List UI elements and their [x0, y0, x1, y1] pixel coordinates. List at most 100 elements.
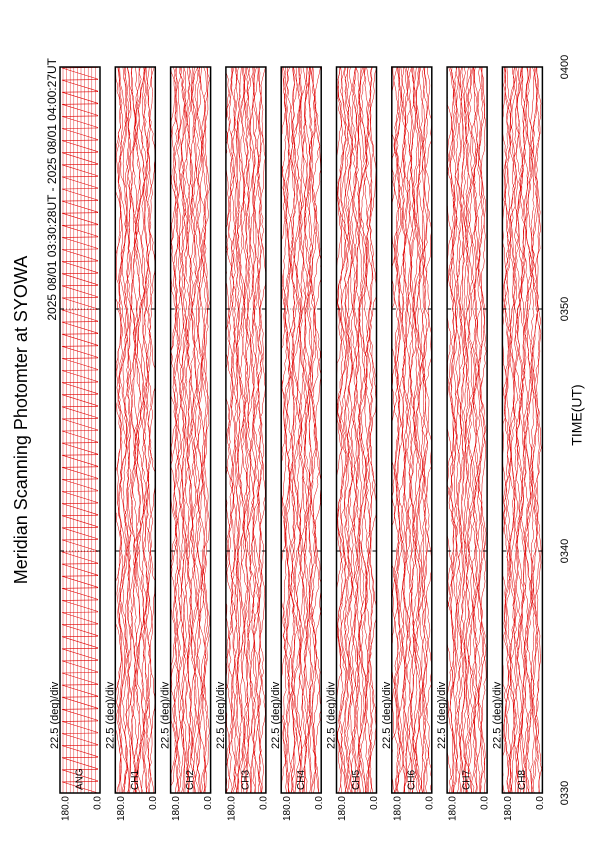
panel-frame	[391, 66, 433, 794]
trace	[240, 67, 249, 793]
panel-scale: 22.5 (deg)/div	[160, 681, 172, 749]
trace	[404, 67, 413, 793]
trace	[393, 67, 401, 793]
trace	[287, 67, 296, 793]
trace	[477, 67, 484, 793]
trace	[176, 67, 185, 793]
y-tick-label: 0.0	[424, 796, 435, 810]
trace	[453, 67, 462, 793]
traces	[281, 67, 322, 793]
y-tick-label: 180.0	[337, 796, 348, 821]
trace	[417, 67, 426, 793]
trace	[459, 67, 466, 793]
panel-scale: 22.5 (deg)/div	[104, 681, 116, 749]
trace	[233, 67, 239, 793]
panel-frame	[114, 66, 157, 794]
panel-name: CH1	[130, 770, 141, 790]
trace	[242, 67, 249, 793]
trace	[474, 67, 483, 793]
trace	[257, 67, 265, 793]
trace	[421, 67, 428, 793]
trace	[174, 67, 184, 793]
trace	[416, 67, 424, 793]
panel-scale: 22.5 (deg)/div	[215, 681, 227, 749]
trace	[350, 67, 359, 793]
trace	[508, 67, 517, 793]
trace	[145, 67, 152, 793]
trace	[465, 67, 475, 793]
trace	[308, 67, 317, 793]
trace	[477, 67, 487, 793]
panel-name: CH4	[296, 770, 307, 790]
trace	[196, 67, 205, 793]
trace	[520, 67, 528, 793]
trace	[251, 67, 260, 793]
panel-name: CH7	[462, 770, 473, 790]
chart-title: Meridian Scanning Photomter at SYOWA	[11, 256, 31, 584]
panel-frame	[501, 66, 544, 794]
y-tick-label: 0.0	[93, 796, 104, 810]
panel-scale: 22.5 (deg)/div	[326, 681, 338, 749]
trace	[402, 67, 409, 793]
trace	[170, 67, 179, 793]
panel-frame	[59, 66, 101, 794]
trace	[340, 67, 350, 793]
y-tick-label: 0.0	[148, 796, 159, 810]
trace	[291, 67, 302, 793]
trace	[472, 67, 479, 793]
x-tick-label: 0340	[559, 539, 571, 563]
y-tick-label: 180.0	[61, 796, 72, 821]
trace	[246, 67, 256, 793]
trace	[406, 67, 415, 793]
traces	[336, 67, 377, 793]
traces	[61, 67, 99, 793]
trace	[467, 67, 477, 793]
trace	[356, 67, 363, 793]
trace	[506, 67, 513, 793]
trace	[506, 67, 516, 793]
panel-scale: 22.5 (deg)/div	[49, 681, 61, 749]
y-tick-label: 0.0	[369, 796, 380, 810]
panel-name: CH5	[351, 770, 362, 790]
trace	[202, 67, 209, 793]
trace	[146, 67, 154, 793]
trace	[225, 67, 232, 793]
y-tick-label: 180.0	[503, 796, 514, 821]
trace	[480, 67, 487, 793]
trace	[460, 67, 467, 793]
trace	[469, 67, 478, 793]
trace	[360, 67, 369, 793]
traces	[170, 67, 210, 793]
traces	[115, 67, 156, 793]
trace	[363, 67, 370, 793]
panel-scale: 22.5 (deg)/div	[381, 681, 393, 749]
x-tick-label: 0330	[559, 781, 571, 805]
trace	[358, 67, 365, 793]
traces	[447, 67, 487, 793]
trace	[141, 67, 147, 793]
trace	[414, 67, 422, 793]
trace	[510, 67, 518, 793]
trace	[298, 67, 304, 793]
trace	[296, 67, 303, 793]
trace	[143, 67, 150, 793]
y-tick-label: 180.0	[392, 796, 403, 821]
trace	[285, 67, 291, 793]
y-tick-label: 0.0	[480, 796, 491, 810]
panel-name: CH6	[406, 770, 417, 790]
rotated-plot: Meridian Scanning Photomter at SYOWA 202…	[11, 55, 585, 821]
trace	[118, 67, 124, 793]
trace	[132, 67, 142, 793]
trace	[529, 67, 535, 793]
y-tick-label: 180.0	[171, 796, 182, 821]
trace	[452, 67, 459, 793]
trace	[184, 67, 191, 793]
trace	[290, 67, 296, 793]
panel-frame	[335, 66, 378, 794]
trace	[292, 67, 303, 793]
trace	[181, 67, 187, 793]
x-tick-label: 0350	[559, 297, 571, 321]
panel-frame	[169, 66, 212, 794]
trace	[286, 67, 294, 793]
